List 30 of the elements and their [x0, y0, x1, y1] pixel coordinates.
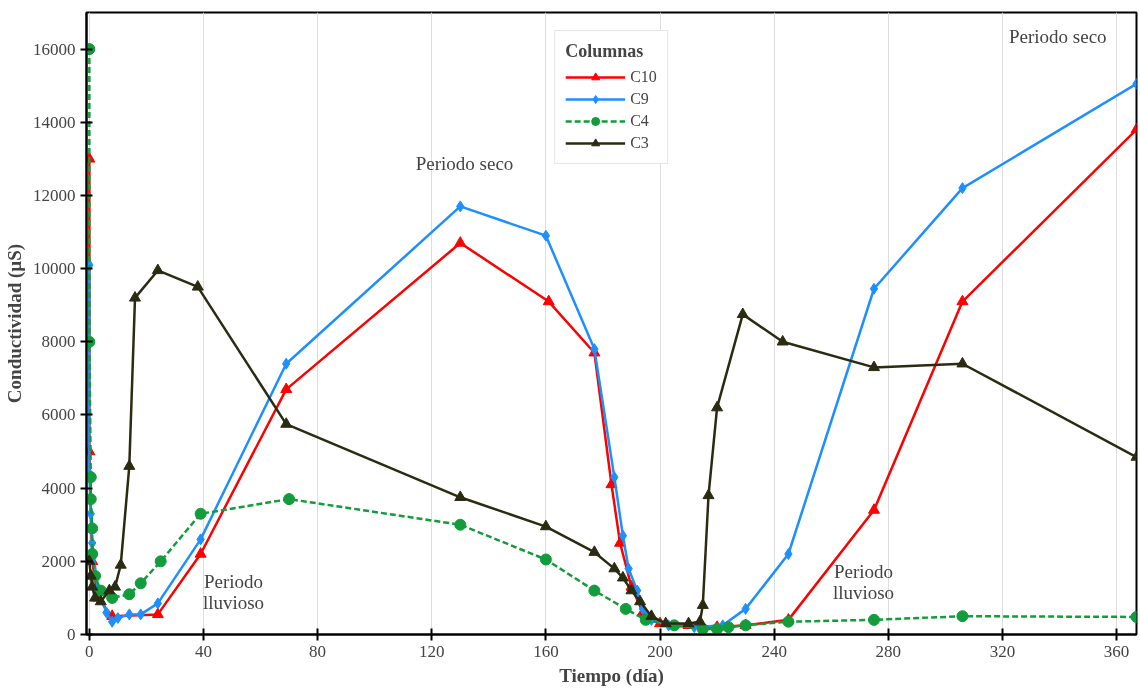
annotation: Periodo seco	[415, 153, 514, 175]
x-tick-label: 80	[309, 641, 327, 661]
x-tick-label: 0	[85, 641, 94, 661]
x-axis-title: Tiempo (día)	[559, 664, 664, 687]
x-tick-label: 320	[989, 641, 1016, 661]
x-tick-label: 240	[761, 641, 787, 661]
y-tick-label: 0	[67, 625, 76, 644]
legend-label: C9	[630, 90, 650, 108]
y-tick-label: 14000	[33, 112, 76, 132]
legend-title: Columnas	[565, 41, 645, 62]
y-tick-label: 4000	[41, 478, 76, 498]
y-axis-title: Conductividad (µS)	[4, 243, 26, 404]
annotation: Periodo seco	[1008, 25, 1107, 47]
x-tick-label: 360	[1103, 641, 1130, 661]
x-tick-label: 200	[647, 641, 673, 661]
legend-label: C3	[630, 134, 650, 152]
x-tick-label: 280	[875, 641, 902, 661]
x-tick-label: 120	[418, 641, 445, 661]
x-tick-label: 40	[194, 641, 212, 661]
y-tick-label: 8000	[41, 332, 76, 352]
y-tick-label: 12000	[33, 185, 76, 205]
y-tick-label: 6000	[41, 405, 76, 425]
legend-label: C4	[630, 112, 650, 130]
y-tick-label: 16000	[33, 39, 76, 59]
annotation: Periodo lluvioso	[202, 570, 265, 613]
annotation: Periodo lluvioso	[832, 561, 895, 604]
x-tick-label: 160	[533, 641, 559, 661]
y-tick-label: 2000	[41, 551, 76, 571]
y-tick-label: 10000	[33, 259, 76, 279]
legend-label: C10	[630, 68, 657, 86]
